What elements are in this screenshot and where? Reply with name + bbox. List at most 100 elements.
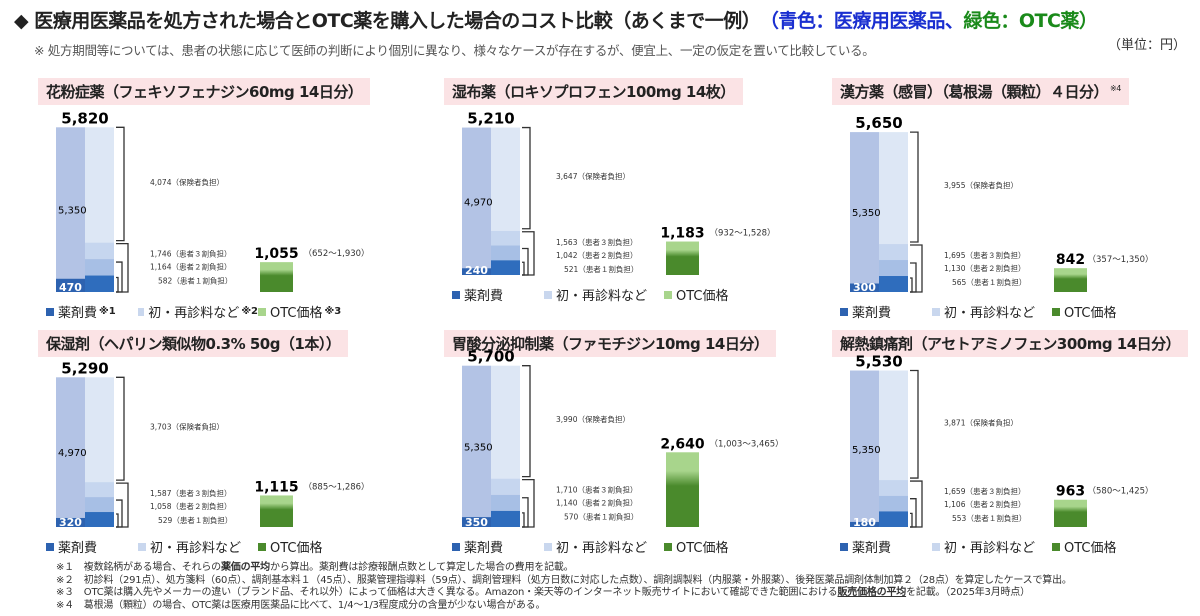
chart-panel: 解熱鎮痛剤（アセトアミノフェン300mg 14日分） 5,530 5,350 180 3… <box>832 330 1200 580</box>
bar-segment-drug <box>56 517 85 527</box>
bar-otc <box>666 241 699 275</box>
otc-value-label: 1,115 <box>254 479 298 495</box>
footnote-pre: 葛根湯（顆粒）の場合、OTC薬は医療用医薬品に比べて、1/4～1/3程度成分の含… <box>83 599 546 611</box>
patient1-label: 553（患者１割負担） <box>952 513 1026 523</box>
footnote-pre: 初診料（291点）、処方箋料（60点）、調剤基本料１（45点）、服薬管理指導料（… <box>83 574 1072 586</box>
drug-value-label: 350 <box>465 516 488 529</box>
bracket-insurer <box>910 131 919 243</box>
chart-panel: 胃酸分泌抑制薬（ファモチジン10mg 14日分） 5,700 5,350 350 3,9… <box>444 330 834 580</box>
title-main: ◆ 医療用医薬品を処方された場合とOTC薬を購入した場合のコスト比較（あくまで一… <box>14 10 751 32</box>
otc-range-label: （932～1,528） <box>710 228 776 239</box>
bar-segment-fee <box>56 127 85 279</box>
footnote-mark: ※３ <box>56 587 84 598</box>
bracket-patient2 <box>116 499 123 528</box>
bar-segment-patient3 <box>85 242 114 260</box>
drug-value-label: 470 <box>59 281 82 294</box>
bracket-patient1 <box>910 277 913 293</box>
insurer-label: 3,871（保険者負担） <box>944 417 1018 427</box>
bracket-patient2 <box>116 261 123 293</box>
stacked-bar-chart: 5,530 5,350 180 3,871（保険者負担） 1,659（患者３割負担） 1,… <box>850 353 1154 529</box>
bar-segment-fee <box>850 370 879 522</box>
bar-otc <box>666 452 699 527</box>
bar-segment-drug <box>850 283 879 292</box>
bar-segment-patient1 <box>879 511 908 527</box>
chart-title-text: 解熱鎮痛剤（アセトアミノフェン300mg 14日分） <box>840 335 1181 353</box>
chart-legend: 薬剤費 ※1 初・再診料など ※2 OTC価格 ※3 <box>46 302 341 321</box>
insurer-label: 3,647（保険者負担） <box>556 171 630 181</box>
bar-segment-patient1 <box>491 260 520 275</box>
bar-segment-patient2 <box>491 245 520 261</box>
legend-item-fee: 初・再診料など ※2 <box>138 302 258 321</box>
bar-segment-patient1 <box>491 510 520 527</box>
legend-swatch <box>258 542 266 551</box>
bracket-patient1 <box>910 512 913 528</box>
legend-label: 薬剤費 <box>464 541 504 556</box>
chart-title: 湿布薬（ロキソプロフェン100mg 14枚） <box>444 78 743 105</box>
legend-label: 薬剤費 <box>852 306 892 321</box>
legend-item-drug: 薬剤費 <box>452 537 544 556</box>
otc-range-label: （1,003～3,465） <box>710 438 784 449</box>
legend-note: ※3 <box>324 306 342 317</box>
footnote: ※４ 葛根湯（顆粒）の場合、OTC薬は医療用医薬品に比べて、1/4～1/3程度成… <box>56 600 1072 613</box>
stacked-bar-chart: 5,700 5,350 350 3,990（保険者負担） 1,710（患者３割負担） 1,… <box>462 348 784 529</box>
bar-segment-drug <box>56 278 85 292</box>
legend-label: 薬剤費 <box>58 306 98 321</box>
bar-segment-patient3 <box>85 482 114 498</box>
drug-value-label: 300 <box>853 281 876 294</box>
fee-value-label: 5,350 <box>464 442 493 453</box>
legend-item-otc: OTC価格 <box>1052 302 1117 321</box>
chart-title-text: 花粉症薬（フェキソフェナジン60mg 14日分） <box>46 83 363 101</box>
legend-swatch <box>138 542 146 551</box>
patient3-label: 1,746（患者３割負担） <box>150 249 231 259</box>
legend-item-drug: 薬剤費 <box>840 302 932 321</box>
patient3-label: 1,710（患者３割負担） <box>556 485 637 495</box>
legend-swatch <box>1052 542 1060 551</box>
bar-segment-drug <box>462 268 491 275</box>
insurer-label: 3,703（保険者負担） <box>150 422 224 432</box>
legend-item-otc: OTC価格 ※3 <box>258 302 341 321</box>
bar-segment-insurer <box>491 127 520 231</box>
page-title: ◆ 医療用医薬品を処方された場合とOTC薬を購入した場合のコスト比較（あくまで一… <box>14 6 1098 33</box>
legend-item-fee: 初・再診料など <box>544 537 664 556</box>
fee-value-label: 4,970 <box>464 197 493 208</box>
legend-note: ※2 <box>241 306 258 317</box>
bar-segment-drug <box>462 517 491 527</box>
patient1-label: 570（患者１割負担） <box>564 512 638 522</box>
legend-swatch <box>258 307 266 316</box>
title-blue-legend: 青色：医療用医薬品、 <box>778 10 964 32</box>
bracket-patient2 <box>522 497 529 528</box>
patient3-label: 1,563（患者３割負担） <box>556 237 637 247</box>
stacked-bar-chart: 5,650 5,350 300 3,955（保険者負担） 1,695（患者３割負担） 1,… <box>850 114 1154 294</box>
bar-segment-fee <box>850 132 879 284</box>
legend-label: OTC価格 <box>270 306 323 321</box>
bar-segment-patient2 <box>879 260 908 277</box>
legend-swatch <box>46 307 54 316</box>
legend-label: OTC価格 <box>676 289 729 304</box>
chart-title: 解熱鎮痛剤（アセトアミノフェン300mg 14日分） <box>832 330 1189 357</box>
patient1-label: 529（患者１割負担） <box>158 515 232 525</box>
chart-panel: 漢方薬（感冒）（葛根湯（顆粒）４日分） ※4 5,650 5,350 300 3,955… <box>832 78 1200 328</box>
insurer-label: 3,955（保険者負担） <box>944 180 1018 190</box>
otc-range-label: （357～1,350） <box>1088 254 1154 265</box>
bar-segment-insurer <box>491 365 520 479</box>
legend-label: OTC価格 <box>270 541 323 556</box>
title-green-legend: 緑色：OTC薬 <box>963 10 1079 32</box>
footnote: ※２ 初診料（291点）、処方箋料（60点）、調剤基本料１（45点）、服薬管理指… <box>56 575 1072 588</box>
legend-item-otc: OTC価格 <box>664 285 729 304</box>
legend-item-otc: OTC価格 <box>1052 537 1117 556</box>
chart-panel: 湿布薬（ロキソプロフェン100mg 14枚） 5,210 4,970 240 3,647… <box>444 78 834 328</box>
patient1-label: 521（患者１割負担） <box>564 264 638 274</box>
otc-value-label: 963 <box>1056 484 1085 500</box>
patient2-label: 1,058（患者２割負担） <box>150 501 231 511</box>
chart-title: 保湿剤（ヘパリン類似物0.3% 50g（1本）） <box>38 330 349 357</box>
bar-segment-fee <box>462 127 491 269</box>
patient2-label: 1,164（患者２割負担） <box>150 262 231 272</box>
chart-legend: 薬剤費 初・再診料など OTC価格 <box>840 537 1117 556</box>
chart-legend: 薬剤費 初・再診料など OTC価格 <box>840 302 1117 321</box>
drug-value-label: 320 <box>59 516 82 529</box>
fee-value-label: 4,970 <box>58 448 87 459</box>
bar-segment-insurer <box>879 370 908 481</box>
legend-item-drug: 薬剤費 <box>46 537 138 556</box>
otc-range-label: （885～1,286） <box>304 481 370 492</box>
chart-title: 胃酸分泌抑制薬（ファモチジン10mg 14日分） <box>444 330 777 357</box>
